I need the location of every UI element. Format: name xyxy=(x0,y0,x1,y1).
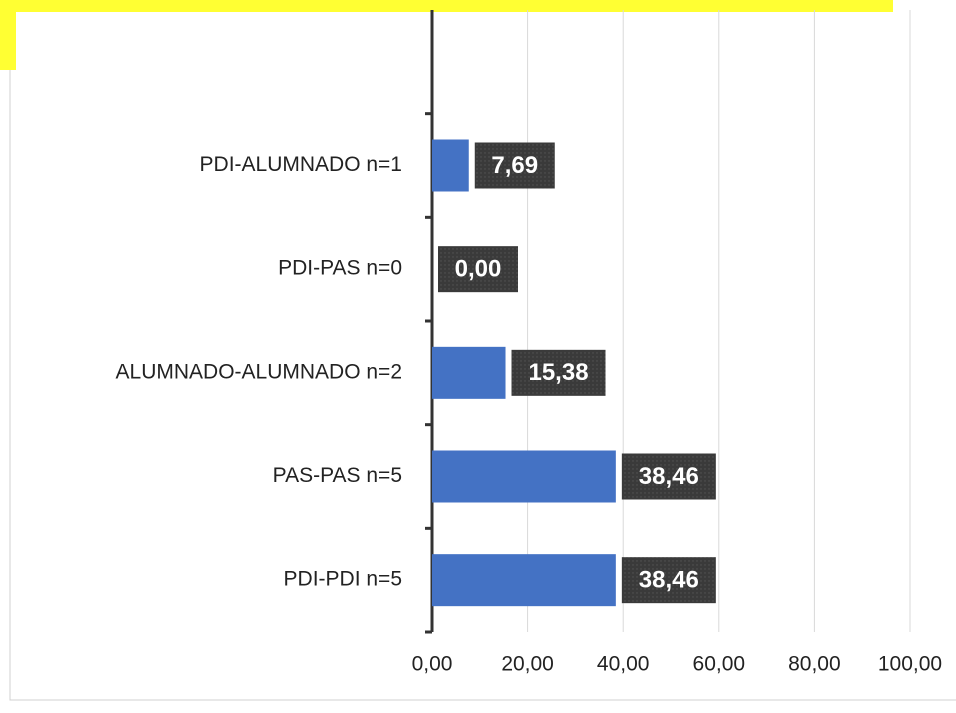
bar xyxy=(432,346,506,399)
x-tick-label: 100,00 xyxy=(878,653,942,676)
frame xyxy=(9,70,956,701)
data-label-box xyxy=(474,142,555,189)
bar xyxy=(432,450,616,503)
data-label: 38,46 xyxy=(639,567,699,594)
y-tick-label: ALUMNADO-ALUMNADO n=2 xyxy=(116,360,402,383)
data-label-box xyxy=(511,349,606,396)
data-label-box xyxy=(438,246,518,293)
x-tick-label: 20,00 xyxy=(501,653,554,676)
data-label: 0,00 xyxy=(455,256,502,283)
y-tick-label: PAS-PAS n=5 xyxy=(273,464,402,487)
x-tick-label: 60,00 xyxy=(693,653,746,676)
y-tick-label: PDI-PDI n=5 xyxy=(284,568,402,591)
data-label-box xyxy=(621,453,716,500)
x-tick-label: 0,00 xyxy=(412,653,453,676)
x-tick-label: 40,00 xyxy=(597,653,650,676)
bar xyxy=(432,554,616,607)
y-tick-label: PDI-ALUMNADO n=1 xyxy=(200,153,402,176)
data-label: 7,69 xyxy=(491,152,538,179)
data-label: 15,38 xyxy=(528,359,588,386)
highlight-banner xyxy=(0,0,893,70)
x-tick-label: 80,00 xyxy=(788,653,841,676)
y-tick-label: PDI-PAS n=0 xyxy=(278,257,402,280)
data-label-box xyxy=(621,557,716,604)
data-label: 38,46 xyxy=(639,463,699,490)
bar xyxy=(432,139,469,192)
